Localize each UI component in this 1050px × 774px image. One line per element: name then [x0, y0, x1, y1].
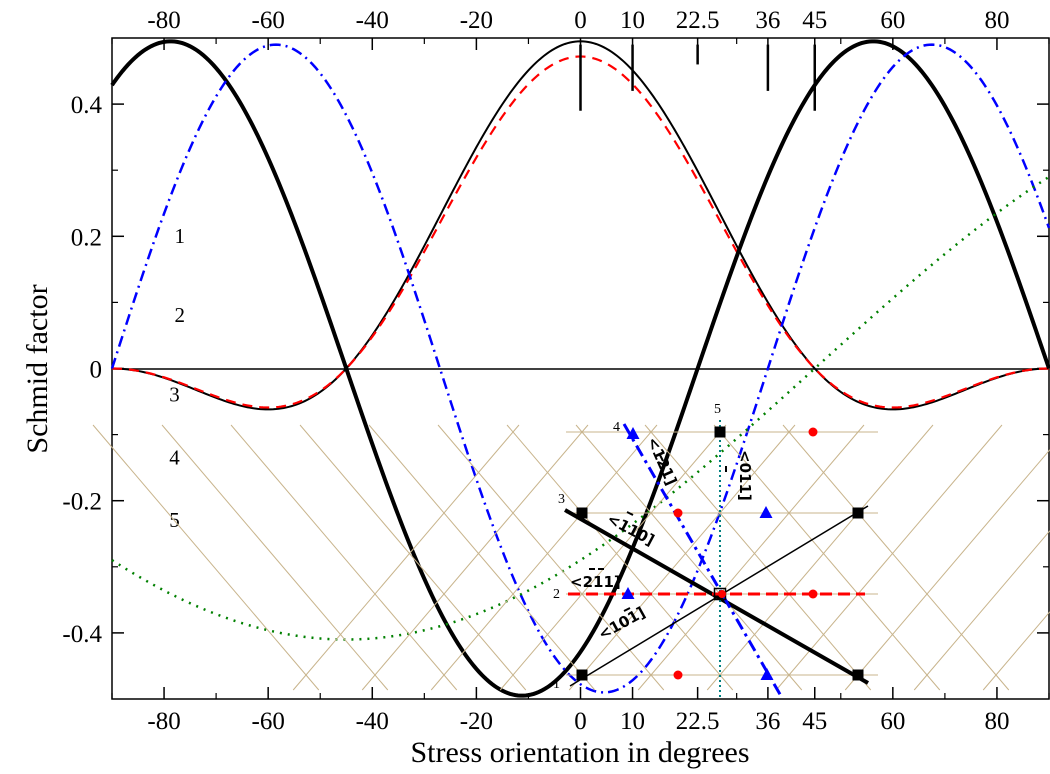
series-label-2: 2 [174, 303, 185, 327]
inset-grid-line [230, 424, 458, 691]
inset-circle-node [673, 670, 683, 680]
inset-triangle-node [621, 587, 635, 599]
inset-line-label-2: 2 [553, 587, 560, 602]
x-tick-label-top: 80 [984, 7, 1009, 34]
y-axis-title: Schmid factor [21, 284, 54, 453]
curves [110, 39, 1050, 698]
x-tick-label-top: 10 [620, 7, 645, 34]
inset-grid-line [361, 424, 589, 691]
inset-square-node [714, 426, 726, 438]
x-tick-label-bottom: -60 [252, 708, 285, 735]
x-tick-label-bottom: 60 [880, 708, 905, 735]
y-tick-label: -0.2 [62, 489, 102, 516]
inset-line-label-1: 1 [553, 677, 560, 692]
inset-line-label-3: 3 [558, 492, 565, 507]
inset-grid-line [982, 610, 1050, 691]
inset-line-label-5: 5 [714, 402, 721, 417]
inset-grid-line [430, 424, 658, 691]
y-tick-label: -0.4 [62, 621, 102, 648]
x-tick-label-top: 45 [802, 7, 827, 34]
y-tick-label: 0 [90, 357, 103, 384]
x-tick-label-top: -60 [252, 7, 285, 34]
inset-grid-line [499, 424, 727, 691]
series-line-3 [110, 39, 1050, 698]
inset-triangle-node [626, 427, 640, 439]
inset-square-node [576, 669, 588, 681]
series-label-4: 4 [169, 445, 180, 469]
overbar-121 [659, 454, 664, 462]
x-tick-label-bottom: 22.5 [676, 708, 720, 735]
series-line-4 [110, 43, 1050, 694]
inset-grid-line [368, 424, 596, 691]
inset-grid-line [913, 529, 1050, 691]
inset-circle-node [673, 508, 683, 518]
x-tick-label-bottom: -40 [356, 708, 389, 735]
x-tick-label-top: 22.5 [676, 7, 720, 34]
x-tick-label-bottom: 0 [574, 708, 587, 735]
y-tick-label: 0.2 [71, 224, 102, 251]
inset-grid-line [775, 424, 1003, 691]
inset-line-label-4: 4 [613, 420, 620, 435]
x-tick-label-top: 36 [755, 7, 780, 34]
x-tick-label-bottom: 45 [802, 708, 827, 735]
x-tick-label-top: -80 [147, 7, 180, 34]
inset-grid-line [292, 424, 520, 691]
axis-tick-labels: -80-80-60-60-40-40-20-2000101022.522.536… [62, 7, 1009, 735]
inset-grid-line [92, 424, 320, 691]
slip-line-4 [622, 423, 783, 697]
inset-lattice-nodes [576, 426, 864, 681]
slip-line-3 [564, 508, 869, 685]
x-tick-label-top: 0 [574, 7, 587, 34]
direction-label-011: <011] [736, 450, 754, 501]
inset-grid-line [506, 424, 734, 691]
inset-grid-line [437, 424, 665, 691]
x-tick-label-bottom: -20 [460, 708, 493, 735]
inset-square-node [852, 669, 864, 681]
inset-grid-line [706, 424, 934, 691]
inset-grid-line [637, 424, 865, 691]
x-tick-label-top: -20 [460, 7, 493, 34]
direction-label-211: <211] [570, 573, 621, 591]
overbar-101 [623, 607, 631, 612]
inset-triangle-node [759, 506, 773, 518]
y-tick-label: 0.4 [71, 92, 103, 119]
inset-grid-line [161, 424, 389, 691]
marker-lines [579, 44, 816, 111]
x-tick-label-bottom: 10 [620, 708, 645, 735]
series-label-1: 1 [174, 224, 185, 248]
series-line-1 [111, 40, 1050, 411]
x-tick-label-bottom: 36 [755, 708, 780, 735]
inset-circle-node [808, 427, 818, 437]
inset-center-circle [718, 590, 726, 598]
x-axis-title: Stress orientation in degrees [410, 736, 749, 769]
inset-grid-line [844, 448, 1050, 691]
inset-grid-line [644, 424, 872, 691]
x-tick-label-top: -40 [356, 7, 389, 34]
inset-circle-node [808, 589, 818, 599]
x-tick-label-bottom: 80 [984, 708, 1009, 735]
inset-grid-line [713, 424, 941, 691]
x-tick-label-bottom: -80 [147, 708, 180, 735]
inset-grid-line [568, 424, 796, 691]
inset-square-node [576, 507, 588, 519]
inset-triangle-node [760, 668, 774, 680]
inset-triangular-grid [92, 424, 1050, 691]
inset-grid-line [782, 424, 1010, 691]
inset-grid-line [575, 424, 803, 691]
inset-grid-line [299, 424, 527, 691]
overbar-110 [626, 511, 634, 516]
inset-square-node [852, 507, 864, 519]
x-tick-label-top: 60 [880, 7, 905, 34]
series-label-3: 3 [169, 383, 180, 407]
